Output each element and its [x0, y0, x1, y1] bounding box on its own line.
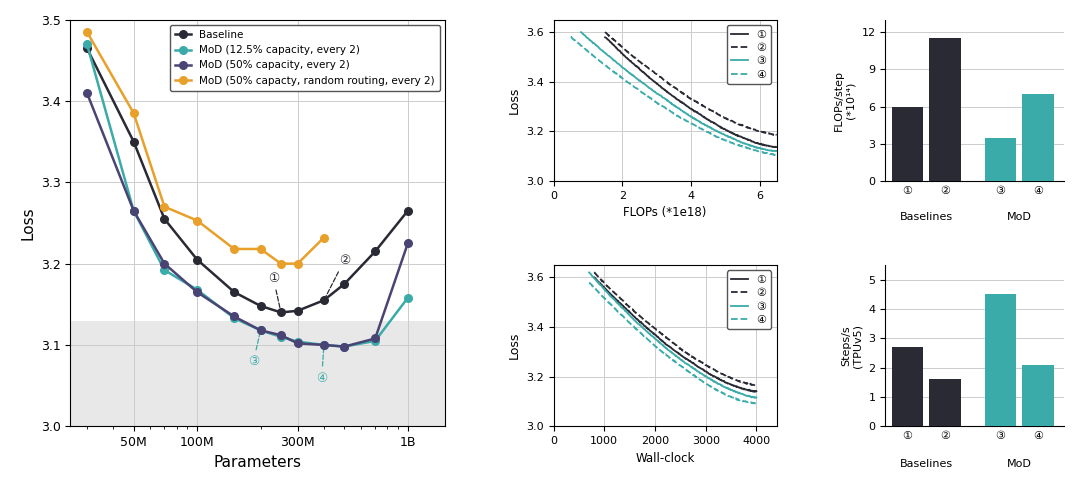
Text: ①: ① [268, 271, 281, 310]
Text: ④: ④ [316, 348, 327, 385]
Baseline [127, 139, 140, 145]
MoD (50% capacity, every 2) [338, 343, 351, 349]
MoD (50% capacity, every 2) [228, 314, 241, 319]
MoD (50% capacty, random routing, every 2) [127, 110, 140, 116]
Y-axis label: Loss: Loss [508, 332, 521, 359]
MoD (12.5% capacity, every 2) [228, 315, 241, 321]
Line: MoD (50% capacty, random routing, every 2): MoD (50% capacty, random routing, every … [83, 28, 328, 268]
MoD (50% capacity, every 2) [190, 289, 203, 295]
Bar [985, 294, 1016, 426]
Line: MoD (50% capacity, every 2): MoD (50% capacity, every 2) [83, 89, 411, 350]
Text: ③: ③ [247, 333, 260, 368]
MoD (50% capacity, every 2) [274, 332, 287, 338]
Baseline [402, 208, 415, 214]
MoD (50% capacty, random routing, every 2) [318, 235, 330, 241]
Y-axis label: FLOPs/step
(*10¹⁴): FLOPs/step (*10¹⁴) [835, 70, 856, 131]
Baseline [292, 308, 305, 314]
MoD (50% capacty, random routing, every 2) [274, 261, 287, 267]
X-axis label: FLOPs (*1e18): FLOPs (*1e18) [623, 206, 706, 219]
MoD (50% capacity, every 2) [292, 341, 305, 346]
MoD (50% capacity, every 2) [158, 261, 171, 267]
Baseline [228, 289, 241, 295]
MoD (50% capacty, random routing, every 2) [254, 246, 267, 252]
MoD (50% capacity, every 2) [402, 241, 415, 246]
Y-axis label: Loss: Loss [508, 87, 521, 114]
MoD (12.5% capacity, every 2) [127, 208, 140, 214]
MoD (12.5% capacity, every 2) [402, 295, 415, 301]
Bar [70, 320, 445, 426]
Bar [892, 106, 923, 181]
Baseline [254, 303, 267, 309]
Legend: ①, ②, ③, ④: ①, ②, ③, ④ [727, 270, 771, 329]
Y-axis label: Loss: Loss [21, 206, 35, 240]
Bar [985, 138, 1016, 181]
Text: MoD: MoD [1007, 212, 1031, 222]
Baseline [274, 310, 287, 316]
Baseline [190, 257, 203, 263]
Bar [1022, 94, 1054, 181]
Bar [929, 38, 960, 181]
MoD (12.5% capacity, every 2) [368, 338, 381, 344]
Text: Baselines: Baselines [900, 212, 953, 222]
MoD (12.5% capacity, every 2) [274, 334, 287, 340]
Bar [892, 347, 923, 426]
MoD (50% capacty, random routing, every 2) [190, 218, 203, 223]
Baseline [318, 297, 330, 303]
Y-axis label: Steps/s
(TPUv5): Steps/s (TPUv5) [841, 323, 863, 368]
Legend: ①, ②, ③, ④: ①, ②, ③, ④ [727, 25, 771, 84]
MoD (50% capacty, random routing, every 2) [292, 261, 305, 267]
MoD (50% capacity, every 2) [318, 342, 330, 348]
Baseline [368, 248, 381, 254]
Baseline [80, 45, 93, 51]
MoD (50% capacty, random routing, every 2) [158, 204, 171, 210]
Baseline [158, 216, 171, 222]
Line: MoD (12.5% capacity, every 2): MoD (12.5% capacity, every 2) [83, 40, 411, 350]
MoD (12.5% capacity, every 2) [292, 339, 305, 344]
Text: MoD: MoD [1007, 459, 1031, 468]
X-axis label: Parameters: Parameters [214, 455, 301, 469]
MoD (50% capacity, every 2) [127, 208, 140, 214]
Bar [1022, 365, 1054, 426]
MoD (12.5% capacity, every 2) [158, 267, 171, 273]
Bar [929, 379, 960, 426]
MoD (50% capacity, every 2) [80, 90, 93, 96]
MoD (50% capacty, random routing, every 2) [228, 246, 241, 252]
MoD (50% capacity, every 2) [368, 336, 381, 342]
MoD (12.5% capacity, every 2) [190, 287, 203, 293]
MoD (50% capacity, every 2) [254, 327, 267, 333]
MoD (12.5% capacity, every 2) [254, 327, 267, 333]
Text: Baselines: Baselines [900, 459, 953, 468]
MoD (50% capacty, random routing, every 2) [80, 29, 93, 35]
Line: Baseline: Baseline [83, 44, 411, 316]
Baseline [338, 281, 351, 287]
X-axis label: Wall-clock: Wall-clock [635, 452, 694, 465]
Legend: Baseline, MoD (12.5% capacity, every 2), MoD (50% capacity, every 2), MoD (50% c: Baseline, MoD (12.5% capacity, every 2),… [170, 25, 440, 91]
MoD (12.5% capacity, every 2) [338, 343, 351, 349]
Text: ②: ② [325, 254, 350, 298]
MoD (12.5% capacity, every 2) [80, 41, 93, 47]
MoD (12.5% capacity, every 2) [318, 342, 330, 348]
